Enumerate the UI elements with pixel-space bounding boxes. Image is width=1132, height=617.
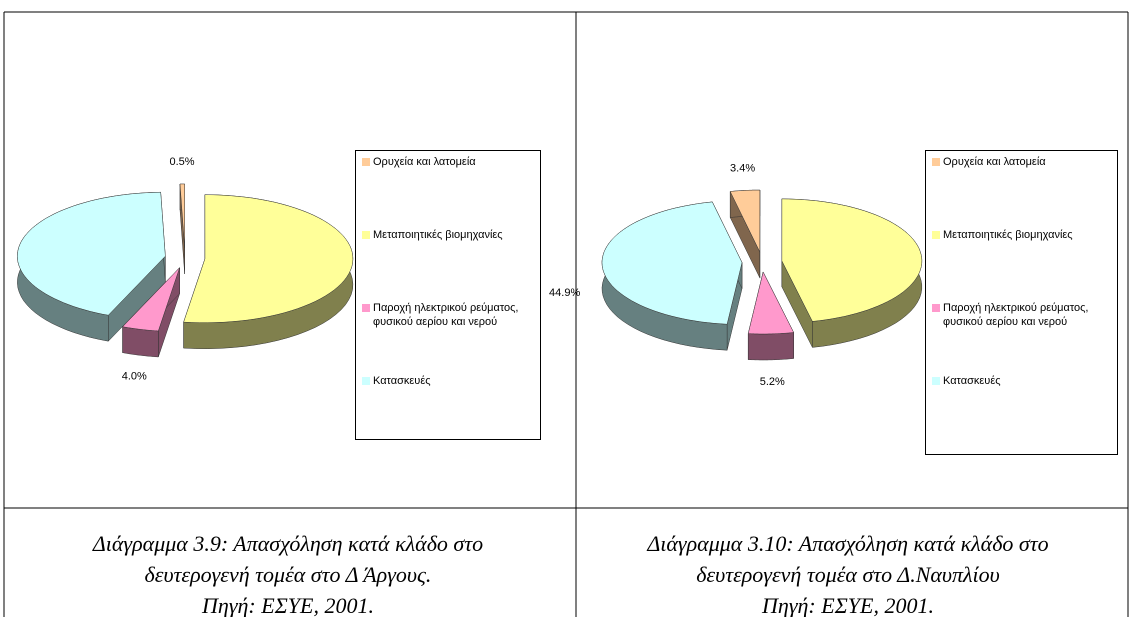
value-label: 3.4% (730, 162, 755, 174)
value-label: 4.0% (122, 370, 147, 382)
caption-line: Διάγραμμα 3.10: Απασχόληση κατά κλάδο στ… (647, 531, 1049, 556)
legend: Ορυχεία και λατομεία Μεταποιητικές βιομηχ… (925, 150, 1118, 455)
slice (17, 191, 166, 316)
legend-label: Κατασκευές (943, 375, 1001, 387)
legend-swatch (932, 231, 940, 239)
legend-swatch (932, 377, 940, 385)
legend-label: Παροχή ηλεκτρικού ρεύματος, φυσικού αερί… (943, 302, 1089, 328)
value-label: 0.5% (169, 156, 194, 168)
legend-label: Μεταποιητικές βιομηχανίες (943, 229, 1073, 241)
slice (747, 271, 795, 335)
caption-line: Πηγή: ΕΣΥΕ, 2001. (202, 593, 374, 617)
legend-swatch (362, 158, 370, 166)
legend-label: Ορυχεία και λατομεία (943, 156, 1046, 168)
caption-line: Διάγραμμα 3.9: Απασχόληση κατά κλάδο στο (92, 531, 484, 556)
caption-line: δευτερογενή τομέα στο Δ.Ναυπλίου (696, 562, 1000, 587)
legend-label: Παροχή ηλεκτρικού ρεύματος, φυσικού αερί… (373, 302, 519, 328)
legend-label: Ορυχεία και λατομεία (373, 156, 476, 168)
legend-swatch (362, 231, 370, 239)
legend-swatch (932, 158, 940, 166)
legend-label: Μεταποιητικές βιομηχανίες (373, 229, 503, 241)
slice-side (122, 326, 159, 358)
legend-swatch (362, 377, 370, 385)
slice (183, 194, 354, 323)
slice (179, 183, 185, 249)
legend-swatch (362, 304, 370, 312)
slice (781, 198, 923, 322)
legend-label: Κατασκευές (373, 375, 431, 387)
value-label: 44.9% (549, 287, 580, 299)
slice-side (747, 332, 794, 361)
legend: Ορυχεία και λατομεία Μεταποιητικές βιομηχ… (355, 150, 541, 440)
slice (122, 267, 180, 332)
legend-swatch (932, 304, 940, 312)
caption-line: Πηγή: ΕΣΥΕ, 2001. (762, 593, 934, 617)
slice (729, 189, 761, 253)
caption-line: δευτερογενή τομέα στο Δ Άργους. (144, 562, 432, 587)
value-label: 5.2% (760, 376, 785, 388)
slice (601, 201, 743, 325)
